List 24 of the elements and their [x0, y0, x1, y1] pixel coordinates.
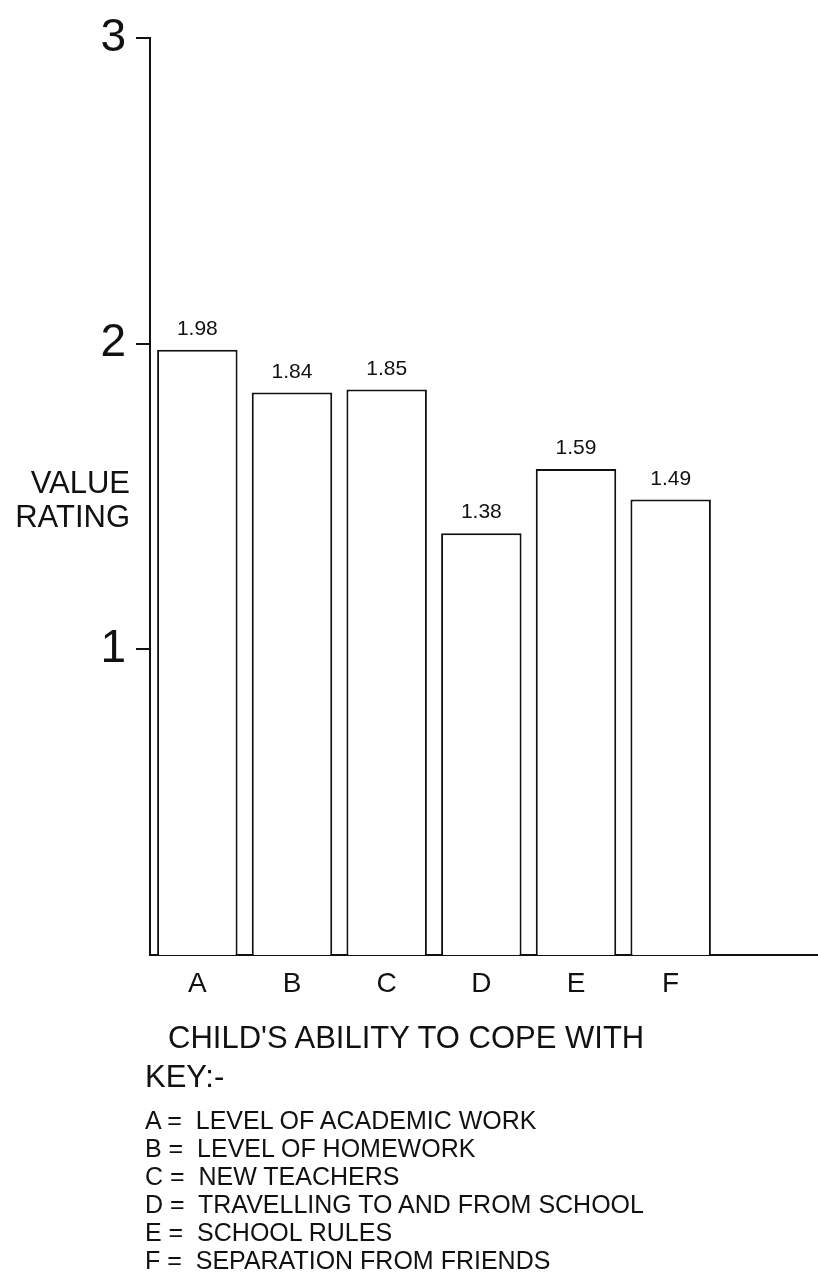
text: C = NEW TEACHERS: [145, 1162, 401, 1190]
x-tick-label: D: [471, 966, 492, 998]
x-tick-label: E: [566, 966, 586, 998]
text: F = SEPARATION FROM FRIENDS: [145, 1246, 552, 1274]
x-tick-label: B: [282, 966, 302, 998]
data-label: 1.85: [366, 355, 408, 379]
x-axis-title: CHILD'S ABILITY TO COPE WITH: [168, 1020, 645, 1056]
y-tick-label: 2: [100, 314, 126, 367]
text: A = LEVEL OF ACADEMIC WORK: [145, 1106, 538, 1134]
data-label: 1.98: [176, 316, 218, 340]
data-label: 1.38: [460, 499, 502, 523]
data-label: 1.59: [555, 435, 597, 459]
x-tick-label: C: [376, 966, 397, 998]
data-label: 1.49: [650, 465, 692, 489]
y-axis-title: VALUE RATING: [14, 465, 130, 534]
text: B = LEVEL OF HOMEWORK: [145, 1134, 477, 1162]
x-tick-label: A: [187, 966, 207, 998]
y-tick-label: 1: [100, 620, 126, 673]
text: KEY:-: [145, 1059, 226, 1094]
data-label: 1.84: [271, 358, 313, 382]
x-tick-label: F: [662, 966, 680, 998]
text: D = TRAVELLING TO AND FROM SCHOOL: [145, 1190, 644, 1218]
y-tick-label: 3: [100, 8, 126, 61]
text: E = SCHOOL RULES: [145, 1218, 394, 1246]
